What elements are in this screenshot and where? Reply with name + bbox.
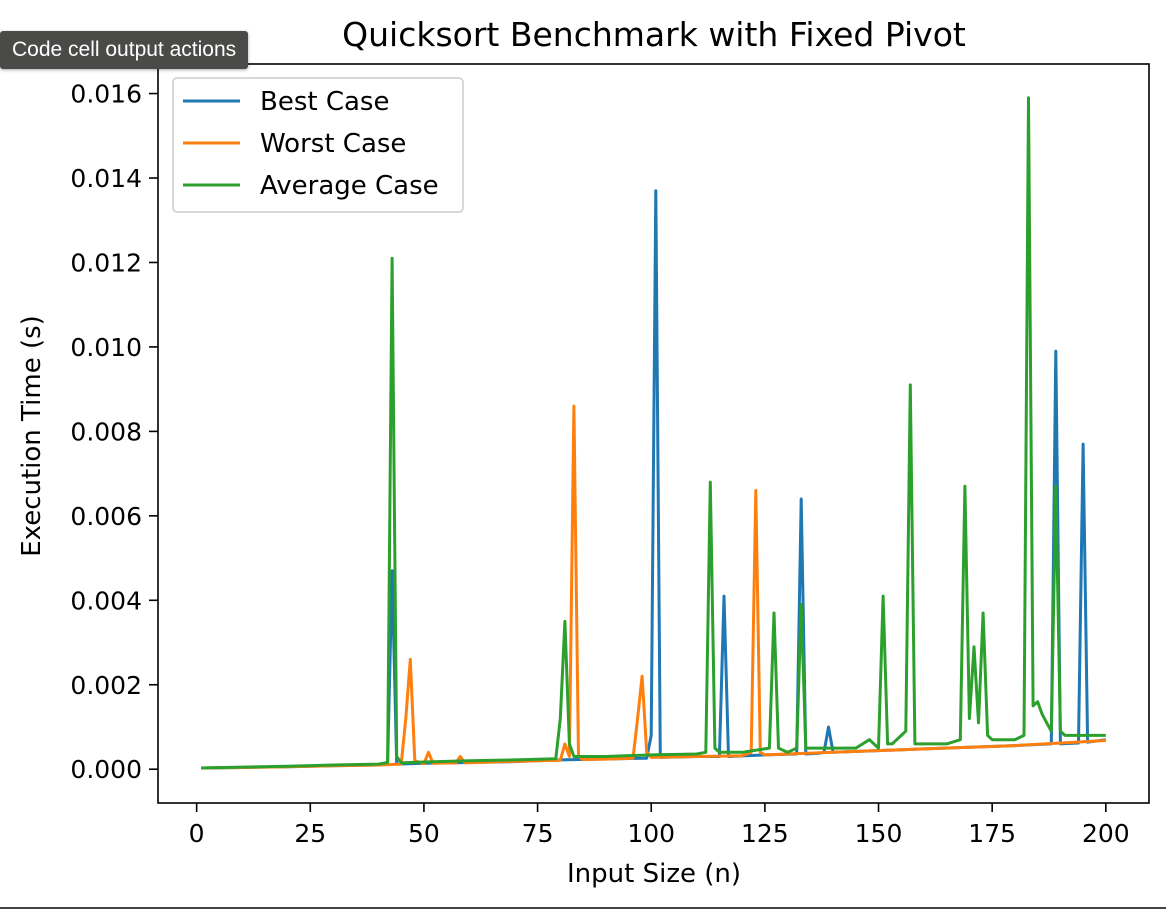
code-cell-output-actions-tooltip: Code cell output actions	[0, 31, 249, 69]
legend-entry: Worst Case	[260, 129, 406, 159]
y-tick-label: 0.008	[70, 417, 142, 446]
y-tick-label: 0.006	[70, 502, 142, 531]
x-tick-label: 75	[522, 819, 554, 848]
x-tick-label: 0	[189, 819, 205, 848]
y-tick-label: 0.012	[70, 248, 142, 277]
y-axis-label: Execution Time (s)	[17, 315, 47, 557]
legend-box	[172, 77, 464, 213]
legend-entry: Average Case	[260, 171, 439, 201]
legend-entry: Best Case	[260, 87, 389, 117]
series-line-3	[201, 96, 1106, 770]
legend: Best Case Worst Case Average Case	[172, 77, 464, 213]
x-tick-label: 25	[294, 819, 326, 848]
x-tick-label: 175	[968, 819, 1016, 848]
y-tick-label: 0.000	[70, 755, 142, 784]
y-ticks: 0.000 0.002 0.004 0.006 0.008 0.010 0.012 0.014…	[70, 80, 158, 784]
x-ticks: 0 25 50 75 100 125 150 175 200	[189, 803, 1130, 848]
y-tick-label: 0.002	[70, 671, 142, 700]
chart-title: Quicksort Benchmark with Fixed Pivot	[342, 15, 966, 54]
y-tick-label: 0.004	[70, 586, 142, 615]
x-axis-label: Input Size (n)	[567, 859, 741, 889]
cell-divider	[0, 907, 1166, 909]
y-tick-label: 0.016	[70, 80, 142, 109]
series-layer	[201, 96, 1107, 770]
x-tick-label: 150	[855, 819, 903, 848]
x-tick-label: 50	[408, 819, 440, 848]
x-tick-label: 200	[1082, 819, 1130, 848]
series-line-2	[201, 404, 1106, 770]
y-tick-label: 0.010	[70, 333, 142, 362]
x-tick-label: 100	[627, 819, 675, 848]
y-tick-label: 0.014	[70, 164, 142, 193]
plot-frame	[157, 63, 1150, 804]
x-tick-label: 125	[741, 819, 789, 848]
